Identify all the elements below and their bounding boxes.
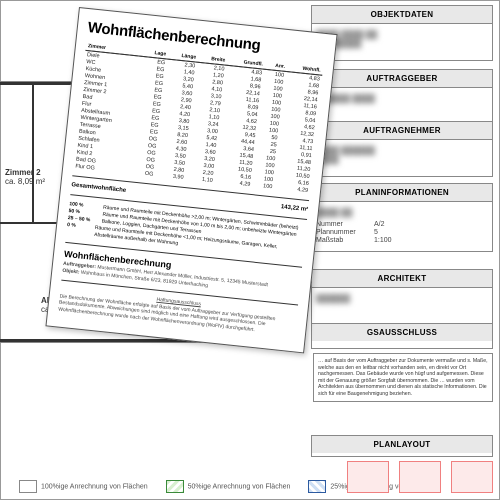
- panel-header: AUFTRAGGEBER: [312, 70, 492, 88]
- layout-thumbnails: [347, 461, 493, 493]
- panel-architekt: ARCHITEKT ██████: [311, 269, 493, 325]
- layout-thumb: [399, 461, 441, 493]
- panel-objektdaten: OBJEKTDATEN ████ ████ ██████████: [311, 5, 493, 61]
- layout-thumb: [451, 461, 493, 493]
- calculation-table: ZimmerLageLängeBreiteGrundfl.Anr.Wohnfl.…: [73, 42, 323, 194]
- document-canvas: Zimmer 2ca. 8,09 m² Terrasse25% ca. 11,1…: [0, 0, 500, 500]
- calculation-sheet: Wohnflächenberechnung ZimmerLageLängeBre…: [45, 7, 337, 353]
- disclaimer-text: … auf Basis der vom Auftraggeber zur Dok…: [313, 353, 493, 402]
- panel-auftraggeber: AUFTRAGGEBER ██████ ████: [311, 69, 493, 125]
- panel-header: PLANLAYOUT: [312, 436, 492, 453]
- panel-header: GSAUSSCHLUSS: [312, 324, 492, 341]
- panel-header: AUFTRAGNEHMER: [312, 122, 492, 140]
- total-value: 143,22 m²: [281, 204, 309, 213]
- total-label: Gesamtwohnfläche: [71, 182, 126, 194]
- panel-haftungsausschluss: GSAUSSCHLUSS: [311, 323, 493, 349]
- panel-header: OBJEKTDATEN: [312, 6, 492, 24]
- panel-header: PLANINFORMATIONEN: [312, 184, 492, 202]
- room-label-zimmer2: Zimmer 2ca. 8,09 m²: [5, 169, 45, 187]
- panel-header: ARCHITEKT: [312, 270, 492, 288]
- layout-thumb: [347, 461, 389, 493]
- panel-auftragnehmer: AUFTRAGNEHMER ████ ██████████: [311, 121, 493, 177]
- panel-planlayout: PLANLAYOUT: [311, 435, 493, 457]
- panel-planinformationen: PLANINFORMATIONEN ████ ██ NummerA/2 Plan…: [311, 183, 493, 252]
